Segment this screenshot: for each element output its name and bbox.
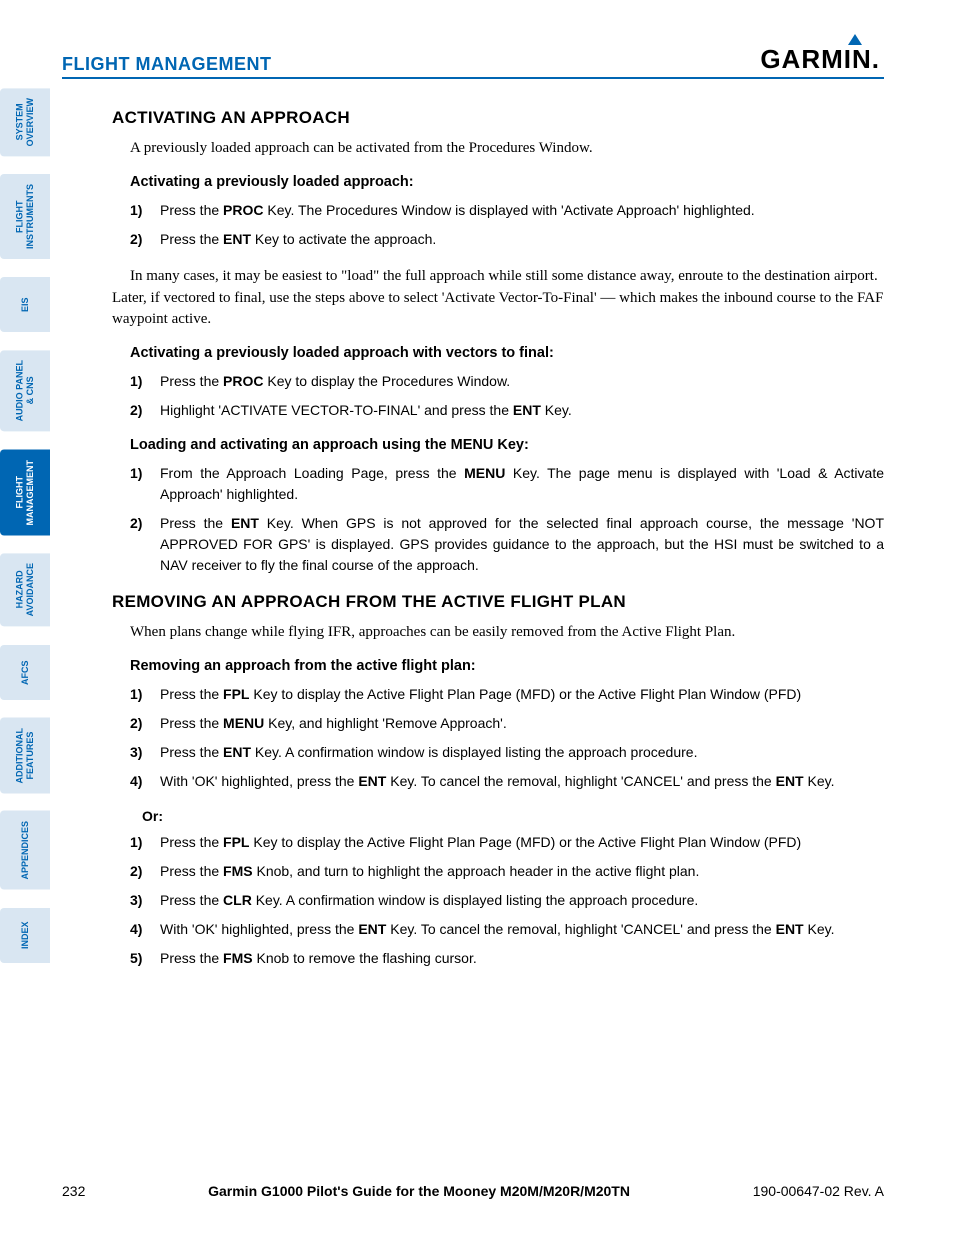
sidebar-tab[interactable]: INDEX — [0, 908, 50, 963]
footer-revision: 190-00647-02 Rev. A — [753, 1183, 884, 1199]
procedure-step: 1)Press the FPL Key to display the Activ… — [130, 832, 884, 853]
sidebar-tab[interactable]: AFCS — [0, 645, 50, 700]
section1-title: ACTIVATING AN APPROACH — [112, 108, 884, 128]
step-number: 3) — [130, 742, 160, 763]
step-text: Press the CLR Key. A confirmation window… — [160, 890, 884, 911]
sidebar-tab[interactable]: APPENDICES — [0, 811, 50, 890]
section2-stepsB: 1)Press the FPL Key to display the Activ… — [130, 832, 884, 969]
procedure-step: 2)Press the ENT Key. When GPS is not app… — [130, 513, 884, 576]
procedure-step: 3)Press the ENT Key. A confirmation wind… — [130, 742, 884, 763]
header-title: FLIGHT MANAGEMENT — [62, 54, 271, 75]
procedure-step: 2)Highlight 'ACTIVATE VECTOR-TO-FINAL' a… — [130, 400, 884, 421]
procedure-step: 4)With 'OK' highlighted, press the ENT K… — [130, 771, 884, 792]
step-text: Press the PROC Key. The Procedures Windo… — [160, 200, 884, 221]
section1-sub2-steps: 1)Press the PROC Key to display the Proc… — [130, 371, 884, 421]
section2-intro: When plans change while flying IFR, appr… — [112, 622, 884, 644]
footer-guide-title: Garmin G1000 Pilot's Guide for the Moone… — [208, 1183, 630, 1199]
procedure-step: 2)Press the ENT Key to activate the appr… — [130, 229, 884, 250]
step-number: 1) — [130, 832, 160, 853]
garmin-logo: GARMIN. — [760, 44, 884, 75]
step-number: 1) — [130, 684, 160, 705]
step-number: 2) — [130, 513, 160, 576]
step-text: Press the FMS Knob to remove the flashin… — [160, 948, 884, 969]
sidebar-tab[interactable]: SYSTEMOVERVIEW — [0, 88, 50, 156]
step-number: 2) — [130, 229, 160, 250]
sidebar-tab[interactable]: EIS — [0, 277, 50, 332]
step-number: 1) — [130, 371, 160, 392]
or-label: Or: — [142, 808, 884, 824]
logo-text: GARMIN — [760, 44, 871, 74]
section1-sub1-steps: 1)Press the PROC Key. The Procedures Win… — [130, 200, 884, 250]
page-header: FLIGHT MANAGEMENT GARMIN. — [62, 44, 884, 79]
sidebar-tabs: SYSTEMOVERVIEW FLIGHTINSTRUMENTS EIS AUDIO … — [0, 88, 50, 963]
sidebar-tab[interactable]: AUDIO PANEL& CNS — [0, 350, 50, 431]
step-text: With 'OK' highlighted, press the ENT Key… — [160, 919, 884, 940]
step-text: From the Approach Loading Page, press th… — [160, 463, 884, 505]
procedure-step: 1)From the Approach Loading Page, press … — [130, 463, 884, 505]
step-text: Press the FMS Knob, and turn to highligh… — [160, 861, 884, 882]
section2-title: REMOVING AN APPROACH FROM THE ACTIVE FLI… — [112, 592, 884, 612]
page-content: ACTIVATING AN APPROACH A previously load… — [112, 108, 884, 985]
sidebar-tab[interactable]: FLIGHTINSTRUMENTS — [0, 174, 50, 259]
step-text: With 'OK' highlighted, press the ENT Key… — [160, 771, 884, 792]
step-text: Highlight 'ACTIVATE VECTOR-TO-FINAL' and… — [160, 400, 884, 421]
procedure-step: 1)Press the PROC Key to display the Proc… — [130, 371, 884, 392]
procedure-step: 2)Press the MENU Key, and highlight 'Rem… — [130, 713, 884, 734]
procedure-step: 3)Press the CLR Key. A confirmation wind… — [130, 890, 884, 911]
procedure-step: 1)Press the FPL Key to display the Activ… — [130, 684, 884, 705]
procedure-step: 5)Press the FMS Knob to remove the flash… — [130, 948, 884, 969]
step-text: Press the FPL Key to display the Active … — [160, 684, 884, 705]
step-number: 4) — [130, 771, 160, 792]
section1-sub1-title: Activating a previously loaded approach: — [130, 174, 884, 190]
step-number: 3) — [130, 890, 160, 911]
step-number: 2) — [130, 713, 160, 734]
step-number: 2) — [130, 861, 160, 882]
step-text: Press the ENT Key to activate the approa… — [160, 229, 884, 250]
footer-page-number: 232 — [62, 1183, 85, 1199]
step-number: 4) — [130, 919, 160, 940]
step-text: Press the ENT Key. When GPS is not appro… — [160, 513, 884, 576]
step-number: 5) — [130, 948, 160, 969]
section1-sub3-title: Loading and activating an approach using… — [130, 437, 884, 453]
section1-intro: A previously loaded approach can be acti… — [112, 138, 884, 160]
step-number: 1) — [130, 463, 160, 505]
section1-sub2-title: Activating a previously loaded approach … — [130, 345, 884, 361]
step-text: Press the PROC Key to display the Proced… — [160, 371, 884, 392]
logo-triangle-icon — [848, 34, 862, 45]
step-text: Press the FPL Key to display the Active … — [160, 832, 884, 853]
procedure-step: 4)With 'OK' highlighted, press the ENT K… — [130, 919, 884, 940]
step-text: Press the MENU Key, and highlight 'Remov… — [160, 713, 884, 734]
sidebar-tab[interactable]: ADDITIONALFEATURES — [0, 718, 50, 794]
section2-stepsA: 1)Press the FPL Key to display the Activ… — [130, 684, 884, 792]
section1-sub3-steps: 1)From the Approach Loading Page, press … — [130, 463, 884, 576]
step-number: 2) — [130, 400, 160, 421]
procedure-step: 2)Press the FMS Knob, and turn to highli… — [130, 861, 884, 882]
sidebar-tab[interactable]: FLIGHTMANAGEMENT — [0, 450, 50, 536]
step-text: Press the ENT Key. A confirmation window… — [160, 742, 884, 763]
sidebar-tab[interactable]: HAZARDAVOIDANCE — [0, 553, 50, 626]
section1-mid-para: In many cases, it may be easiest to "loa… — [112, 266, 884, 331]
section2-sub1-title: Removing an approach from the active fli… — [130, 658, 884, 674]
procedure-step: 1)Press the PROC Key. The Procedures Win… — [130, 200, 884, 221]
step-number: 1) — [130, 200, 160, 221]
page-footer: 232 Garmin G1000 Pilot's Guide for the M… — [62, 1183, 884, 1199]
